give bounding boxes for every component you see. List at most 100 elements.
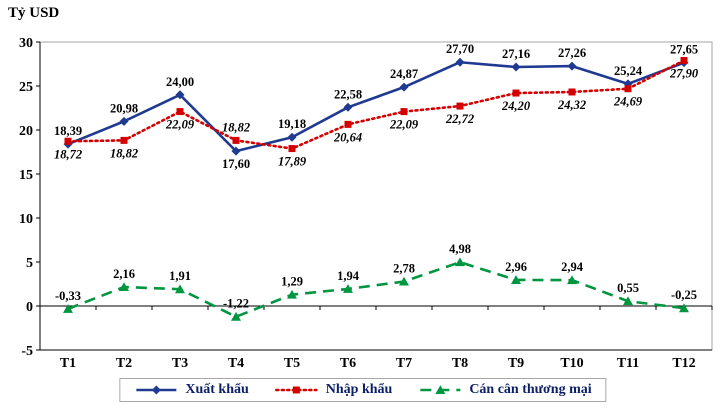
data-label: 24,00 [166,75,194,89]
marker-square [288,145,296,153]
marker-square [120,136,128,144]
data-label: 27,26 [558,46,586,60]
x-category-label: T10 [560,356,583,371]
data-label: 24,87 [390,67,418,81]
data-label: -0,25 [671,288,697,302]
marker-square [456,102,464,110]
marker-diamond [343,102,353,112]
legend-sample-solid-line-icon [136,385,177,395]
marker-triangle [175,284,185,294]
data-label: 0,55 [617,281,639,295]
y-tick-label: 25 [19,80,33,95]
marker-square [680,56,688,64]
marker-diamond [231,146,241,156]
data-label: 2,96 [505,260,527,274]
data-label: 27,65 [670,43,698,57]
data-label: 27,90 [669,66,699,80]
legend-marker-triangle-icon [435,385,446,394]
marker-diamond [455,57,465,67]
marker-triangle [623,296,633,306]
chart-legend: Xuất khẩu Nhập khẩu Cán cân thương mại [119,378,607,402]
marker-triangle [399,276,409,286]
marker-triangle [231,311,241,321]
marker-square [176,108,184,116]
legend-item-2: Cán cân thương mại [418,382,592,398]
y-tick-label: 15 [19,168,33,183]
legend-item-0: Xuất khẩu [134,382,249,398]
y-axis-unit-title: Tỷ USD [8,5,60,21]
data-label: 18,82 [222,120,250,134]
marker-square [568,88,576,96]
data-label: 25,24 [614,64,643,78]
data-label: 1,94 [337,269,360,283]
data-label: 24,69 [613,95,643,109]
series-line-0 [67,60,685,153]
x-category-label: T4 [228,356,244,371]
data-label: 18,39 [54,124,82,138]
data-label: 17,89 [278,155,307,169]
data-label: 2,78 [393,262,415,276]
x-category-label: T1 [60,356,76,371]
marker-square [64,137,72,145]
data-label: -0,33 [55,289,81,303]
x-category-label: T7 [396,356,412,371]
y-tick-label: -5 [21,344,33,359]
data-label: 22,09 [389,118,419,132]
data-label: 19,18 [278,117,306,131]
data-label: 4,98 [449,242,471,256]
marker-triangle [455,257,465,267]
marker-square [400,108,408,116]
marker-square [232,136,240,144]
data-label: 20,98 [110,101,138,115]
data-label: 22,72 [445,112,474,126]
marker-diamond [567,61,577,71]
legend-label: Nhập khẩu [325,382,393,397]
marker-triangle [567,275,577,285]
x-category-label: T9 [508,356,524,371]
data-label: 2,94 [561,260,584,274]
marker-triangle [679,303,689,313]
data-label: 1,91 [169,269,191,283]
legend-sample-dotted-line-icon [275,386,319,394]
data-label: 22,58 [334,87,362,101]
data-label: -1,22 [223,297,249,311]
x-category-label: T5 [284,356,300,371]
y-tick-label: 30 [19,36,33,51]
marker-triangle [119,282,129,291]
legend-sample-dashed-line-icon [420,385,461,394]
marker-diamond [511,62,521,72]
data-label: 2,16 [113,267,135,281]
data-label: 1,29 [281,275,303,289]
data-label: 22,09 [165,118,195,132]
legend-label: Xuất khẩu [185,382,249,397]
marker-square [624,85,632,93]
plot-border [39,41,713,351]
marker-diamond [399,82,409,92]
marker-diamond [175,90,185,100]
x-category-label: T3 [172,356,188,371]
marker-diamond [287,132,297,142]
data-label: 17,60 [222,157,250,171]
data-label: 18,82 [110,146,138,160]
y-tick-label: 10 [19,212,33,227]
x-category-label: T11 [617,356,640,371]
legend-marker-diamond-icon [151,385,161,395]
data-label: 20,64 [333,130,362,144]
marker-triangle [343,284,353,293]
x-category-label: T2 [116,356,132,371]
data-label: 27,70 [446,42,474,56]
marker-triangle [511,275,521,284]
legend-item-1: Nhập khẩu [275,382,393,398]
marker-diamond [119,116,129,126]
y-tick-label: 5 [26,256,33,271]
y-tick-label: 0 [26,300,33,315]
x-category-label: T8 [452,356,468,371]
series-line-1 [66,59,686,150]
marker-triangle [287,289,297,299]
marker-square [344,120,352,128]
legend-marker-square-icon [293,386,301,394]
data-label: 24,32 [557,98,586,112]
x-category-label: T6 [340,356,356,371]
